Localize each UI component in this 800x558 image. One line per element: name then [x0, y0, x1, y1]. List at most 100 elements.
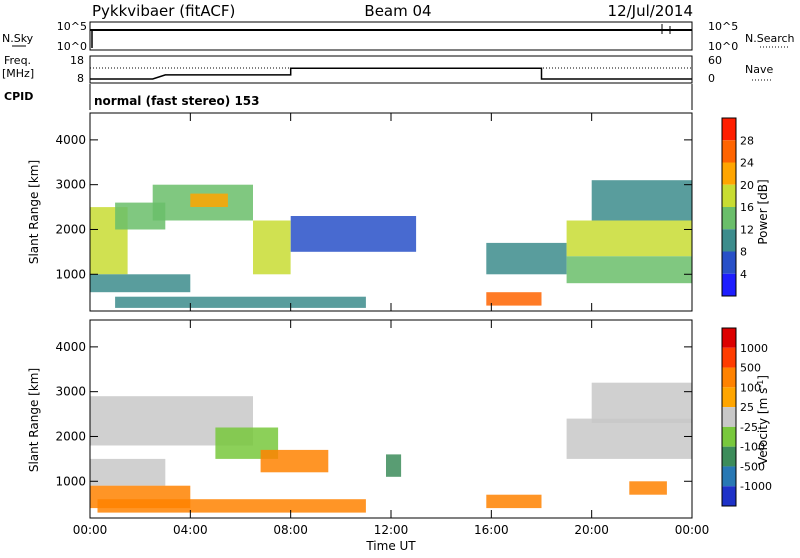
- y-tick-label: 1000: [55, 267, 86, 281]
- x-tick-label: 00:00: [73, 523, 108, 537]
- colorbar-swatch: [722, 387, 736, 408]
- heatmap-cell: [591, 180, 692, 221]
- colorbar-tick-label: 12: [740, 223, 754, 236]
- heatmap-cell: [486, 242, 567, 275]
- velocity-panel: Slant Range [km] 4000 3000 2000 1000 1000 50…: [27, 319, 772, 519]
- cpid-label: CPID: [4, 90, 33, 103]
- colorbar-tick-label: 25: [740, 401, 754, 414]
- heatmap-cell: [591, 382, 692, 423]
- x-tick-label: 20:00: [574, 523, 609, 537]
- power-panel: Slant Range [km] 4000 3000 2000 1000 28 24 20…: [27, 112, 770, 312]
- x-tick-label: 16:00: [474, 523, 509, 537]
- date-title: 12/Jul/2014: [608, 2, 693, 20]
- sky-left-tick-bottom: 10^0: [57, 40, 87, 53]
- sky-left-tick-top: 10^5: [57, 20, 87, 33]
- colorbar-tick-label: 24: [740, 157, 754, 170]
- nave-tick-top: 60: [708, 54, 722, 67]
- power-colorbar: 28 24 20 16 12 8 4: [721, 117, 754, 297]
- colorbar-tick-label: 28: [740, 134, 754, 147]
- heatmap-cell: [486, 292, 542, 306]
- colorbar-tick-label: 500: [740, 362, 761, 375]
- colorbar-tick-label: -1000: [740, 480, 772, 493]
- beam-title: Beam 04: [364, 2, 431, 20]
- colorbar-tick-label: 1000: [740, 342, 768, 355]
- y-tick-label: 2000: [55, 429, 86, 443]
- heatmap-cell: [190, 193, 228, 207]
- colorbar-tick-label: -500: [740, 460, 765, 473]
- colorbar-tick-label: 16: [740, 201, 754, 214]
- colorbar-swatch: [722, 251, 736, 274]
- freq-label-1: Freq.: [4, 54, 31, 67]
- heatmap-cell: [90, 274, 191, 293]
- sky-right-tick-top: 10^5: [708, 20, 738, 33]
- colorbar-swatch: [722, 140, 736, 163]
- colorbar-tick-label: -100: [740, 441, 765, 454]
- cpid-text: normal (fast stereo) 153: [94, 94, 260, 108]
- sky-panel: N.Sky 10^5 10^0 10^5 10^0 N.Search: [2, 20, 795, 53]
- colorbar-tick-label: -25: [740, 421, 758, 434]
- y-tick-label: 1000: [55, 474, 86, 488]
- cpid-panel: CPID normal (fast stereo) 153: [4, 84, 693, 110]
- heatmap-cell: [566, 256, 692, 284]
- heatmap-cell: [290, 216, 417, 252]
- y-tick-label: 3000: [55, 178, 86, 192]
- heatmap-cell: [90, 485, 191, 509]
- freq-series: [90, 67, 692, 80]
- heatmap-cell: [386, 454, 402, 477]
- y-tick-label: 3000: [55, 385, 86, 399]
- colorbar-tick-label: 8: [740, 246, 747, 259]
- velocity-colorbar-label: Velocity [m s-1]: [756, 375, 770, 465]
- colorbar-swatch: [722, 446, 736, 467]
- colorbar-tick-label: 4: [740, 268, 747, 281]
- x-tick-label: 00:00: [675, 523, 710, 537]
- x-tick-label: 08:00: [273, 523, 308, 537]
- colorbar-swatch: [722, 466, 736, 487]
- heatmap-cell: [260, 449, 329, 473]
- nave-label: Nave: [745, 63, 773, 76]
- colorbar-swatch: [722, 407, 736, 427]
- x-axis: 00:00 04:00 08:00 12:00 16:00 20:00 00:00: [73, 113, 710, 537]
- freq-tick-bottom: 8: [77, 72, 84, 85]
- velocity-colorbar: 1000 500 100 25 -25 -100 -500 -1000: [721, 327, 772, 507]
- colorbar-swatch: [722, 347, 736, 368]
- velocity-ylabel: Slant Range [km]: [27, 368, 41, 472]
- colorbar-swatch: [722, 184, 736, 207]
- heatmap-cell: [90, 458, 166, 486]
- colorbar-tick-label: 100: [740, 381, 761, 394]
- heatmap-cell: [253, 220, 291, 275]
- station-title: Pykkvibaer (fitACF): [92, 2, 235, 20]
- x-tick-label: 04:00: [173, 523, 208, 537]
- sky-right-tick-bottom: 10^0: [708, 40, 738, 53]
- heatmap-cell: [629, 481, 667, 495]
- heatmap-cell: [486, 494, 542, 509]
- power-data: [90, 180, 692, 308]
- colorbar-swatch: [722, 328, 736, 348]
- y-tick-label: 4000: [55, 133, 86, 147]
- colorbar-swatch: [722, 229, 736, 252]
- heatmap-cell: [115, 296, 366, 308]
- colorbar-swatch: [722, 207, 736, 230]
- colorbar-swatch: [722, 367, 736, 388]
- power-ylabel: Slant Range [km]: [27, 160, 41, 264]
- colorbar-swatch: [722, 426, 736, 447]
- heatmap-cell: [566, 220, 692, 257]
- nave-tick-bottom: 0: [708, 72, 715, 85]
- colorbar-swatch: [722, 273, 736, 296]
- colorbar-swatch: [722, 118, 736, 141]
- velocity-data: [90, 382, 692, 513]
- x-axis-label: Time UT: [365, 539, 416, 553]
- freq-tick-top: 18: [70, 54, 84, 67]
- x-tick-label: 12:00: [374, 523, 409, 537]
- freq-panel: Freq. [MHz] 18 8 60 0 Nave: [2, 54, 773, 85]
- sky-right-label: N.Search: [745, 32, 795, 45]
- heatmap-cell: [566, 418, 692, 459]
- colorbar-tick-label: 20: [740, 179, 754, 192]
- colorbar-swatch: [722, 486, 736, 506]
- sky-left-label: N.Sky: [2, 32, 34, 45]
- colorbar-swatch: [722, 162, 736, 185]
- freq-label-2: [MHz]: [2, 67, 34, 80]
- y-tick-label: 4000: [55, 340, 86, 354]
- y-tick-label: 2000: [55, 222, 86, 236]
- power-colorbar-label: Power [dB]: [756, 179, 770, 244]
